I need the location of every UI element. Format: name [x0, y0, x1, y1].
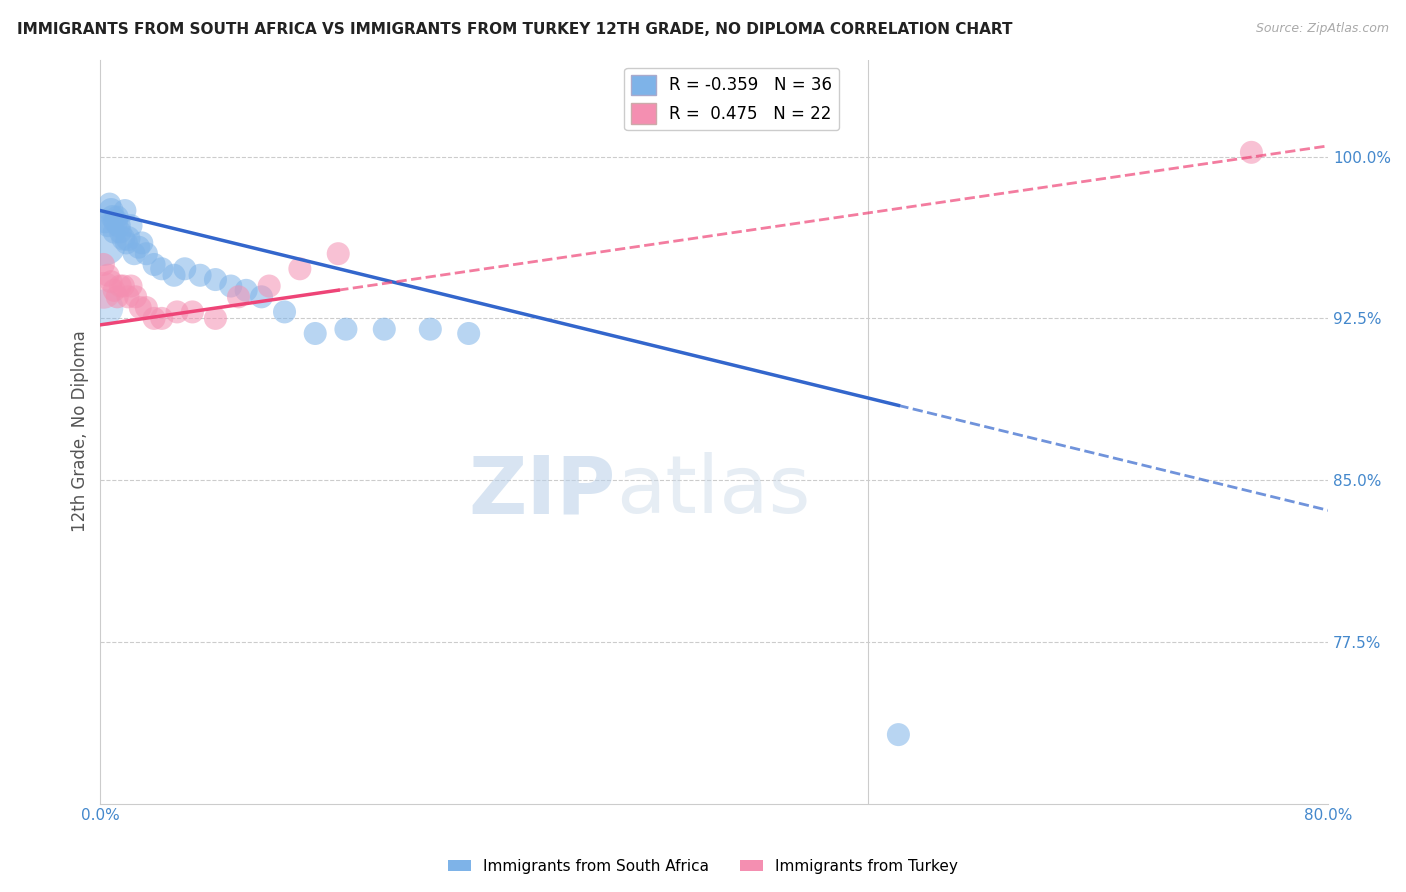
Point [129, 301, 152, 315]
Point [887, 728, 910, 742]
Text: IMMIGRANTS FROM SOUTH AFRICA VS IMMIGRANTS FROM TURKEY 12TH GRADE, NO DIPLOMA CO: IMMIGRANTS FROM SOUTH AFRICA VS IMMIGRAN… [17, 22, 1012, 37]
Point [135, 301, 157, 315]
Point [173, 261, 195, 276]
Point [122, 246, 145, 260]
Point [257, 279, 280, 293]
Point [228, 290, 250, 304]
Point [98, 197, 121, 211]
Point [419, 322, 441, 336]
Point [288, 261, 311, 276]
Point [112, 231, 135, 245]
Point [105, 290, 128, 304]
Point [93, 235, 115, 250]
Point [94, 214, 117, 228]
Legend: Immigrants from South Africa, Immigrants from Turkey: Immigrants from South Africa, Immigrants… [441, 853, 965, 880]
Point [104, 214, 127, 228]
Point [250, 290, 273, 304]
Point [143, 311, 166, 326]
Point [94, 301, 117, 315]
Point [124, 290, 146, 304]
Point [273, 305, 295, 319]
Point [219, 279, 242, 293]
Point [150, 261, 173, 276]
Point [131, 235, 153, 250]
Point [128, 240, 150, 254]
Point [120, 279, 142, 293]
Point [328, 246, 350, 260]
Point [150, 311, 173, 326]
Point [115, 235, 138, 250]
Point [114, 203, 136, 218]
Point [110, 279, 132, 293]
Point [235, 284, 257, 298]
Point [103, 284, 125, 298]
Point [97, 219, 120, 233]
Point [107, 219, 129, 233]
Point [117, 290, 139, 304]
Point [97, 268, 120, 283]
Point [135, 246, 157, 260]
Point [457, 326, 479, 341]
Point [117, 231, 139, 245]
Point [103, 225, 125, 239]
Point [101, 210, 124, 224]
Point [143, 257, 166, 271]
Point [120, 219, 142, 233]
Point [304, 326, 326, 341]
Point [93, 257, 115, 271]
Point [204, 272, 226, 286]
Point [181, 305, 204, 319]
Point [204, 311, 226, 326]
Point [105, 210, 128, 224]
Legend: R = -0.359   N = 36, R =  0.475   N = 22: R = -0.359 N = 36, R = 0.475 N = 22 [624, 68, 839, 130]
Point [100, 203, 122, 218]
Text: Source: ZipAtlas.com: Source: ZipAtlas.com [1256, 22, 1389, 36]
Point [110, 225, 132, 239]
Point [166, 305, 188, 319]
Text: atlas: atlas [616, 452, 810, 530]
Point [188, 268, 211, 283]
Point [1240, 145, 1263, 160]
Point [100, 275, 122, 289]
Point [93, 284, 115, 298]
Text: ZIP: ZIP [468, 452, 616, 530]
Point [335, 322, 357, 336]
Y-axis label: 12th Grade, No Diploma: 12th Grade, No Diploma [72, 331, 89, 533]
Point [112, 279, 135, 293]
Point [163, 268, 186, 283]
Point [373, 322, 395, 336]
